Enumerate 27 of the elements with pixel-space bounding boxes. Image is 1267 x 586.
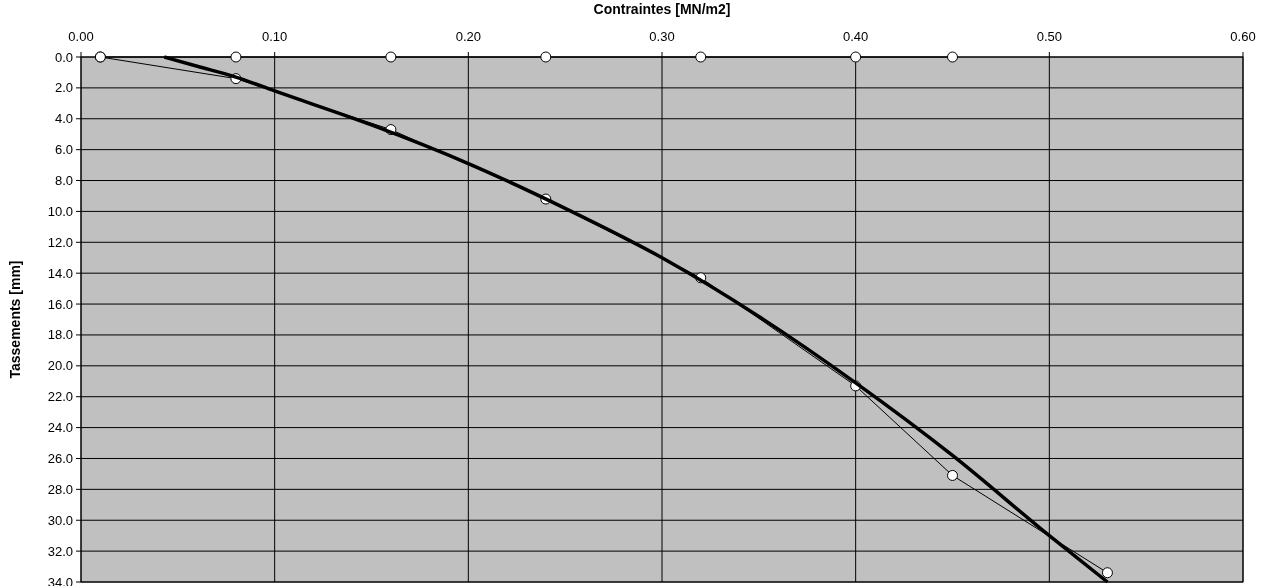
x-tick-label: 0.00: [68, 29, 94, 44]
y-tick-label: 14.0: [47, 265, 73, 281]
y-tick-label: 10.0: [47, 203, 73, 219]
x-tick-label: 0.10: [262, 29, 288, 44]
y-tick-label: 26.0: [47, 451, 73, 467]
y-tick-label: 34.0: [47, 574, 73, 586]
y-tick-label: 0.0: [54, 49, 73, 65]
y-tick-label: 24.0: [47, 420, 73, 436]
y-tick-label: 30.0: [47, 512, 73, 528]
y-tick-label: 4.0: [54, 111, 73, 127]
x-tick-label: 0.40: [843, 29, 869, 44]
x-tick-label: 0.50: [1036, 29, 1062, 44]
y-tick-label: 2.0: [54, 80, 73, 96]
y-tick-label: 8.0: [54, 173, 73, 189]
x-tick-label: 0.30: [649, 29, 675, 44]
y-tick-label: 6.0: [54, 142, 73, 158]
y-tick-label: 18.0: [47, 327, 73, 343]
y-tick-label: 32.0: [47, 543, 73, 559]
y-tick-label: 22.0: [47, 389, 73, 405]
y-tick-label: 12.0: [47, 234, 73, 250]
y-tick-label: 28.0: [47, 481, 73, 497]
y-tick-label: 20.0: [47, 358, 73, 374]
y-axis-title: Tassements [mm]: [7, 260, 23, 379]
x-tick-label: 0.60: [1230, 29, 1256, 44]
y-tick-label: 16.0: [47, 296, 73, 312]
x-axis-title: Contraintes [MN/m2]: [593, 1, 731, 17]
x-tick-label: 0.20: [455, 29, 481, 44]
